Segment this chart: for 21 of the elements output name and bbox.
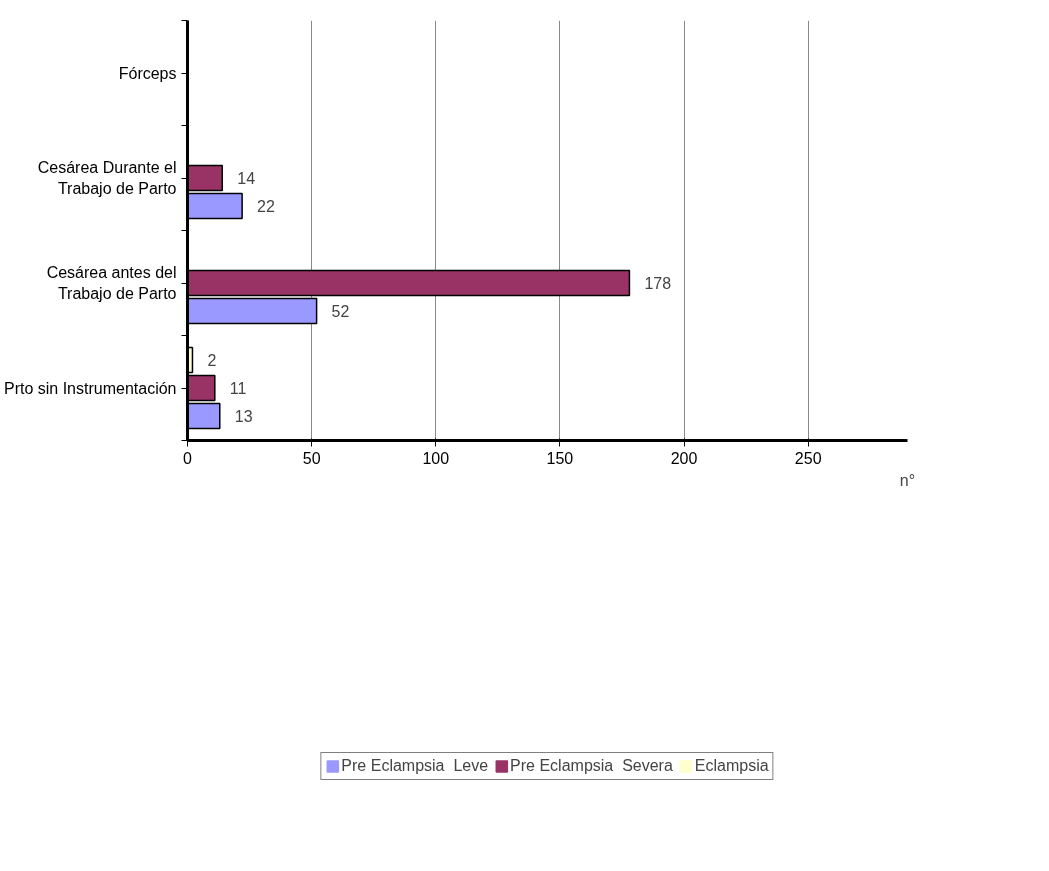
y-tick-label: Fórceps <box>118 64 177 82</box>
x-tick-label: 200 <box>670 449 698 467</box>
legend-label: Pre Eclampsia Leve <box>341 757 489 775</box>
data-label: 11 <box>229 380 247 397</box>
data-label: 2 <box>207 352 217 369</box>
x-tick-label: 0 <box>183 449 193 467</box>
legend-label: Eclampsia <box>694 757 769 775</box>
legend-label: Pre Eclampsia Severa <box>510 757 673 775</box>
x-tick-label: 100 <box>422 449 450 467</box>
data-label: 22 <box>257 198 276 215</box>
y-tick-label: Prto sin Instrumentación <box>3 379 177 397</box>
data-label: 52 <box>331 303 350 320</box>
data-label: 13 <box>234 408 253 425</box>
x-tick-label: 50 <box>302 449 321 467</box>
data-label: 14 <box>237 170 256 187</box>
x-axis-title: n° <box>899 471 916 489</box>
data-label: 178 <box>644 275 672 292</box>
x-tick-label: 150 <box>546 449 574 467</box>
x-tick-label: 250 <box>794 449 822 467</box>
y-tick-label: Cesárea Durante el Trabajo de Parto <box>37 159 177 197</box>
y-tick-label: Cesárea antes del Trabajo de Parto <box>46 264 177 302</box>
